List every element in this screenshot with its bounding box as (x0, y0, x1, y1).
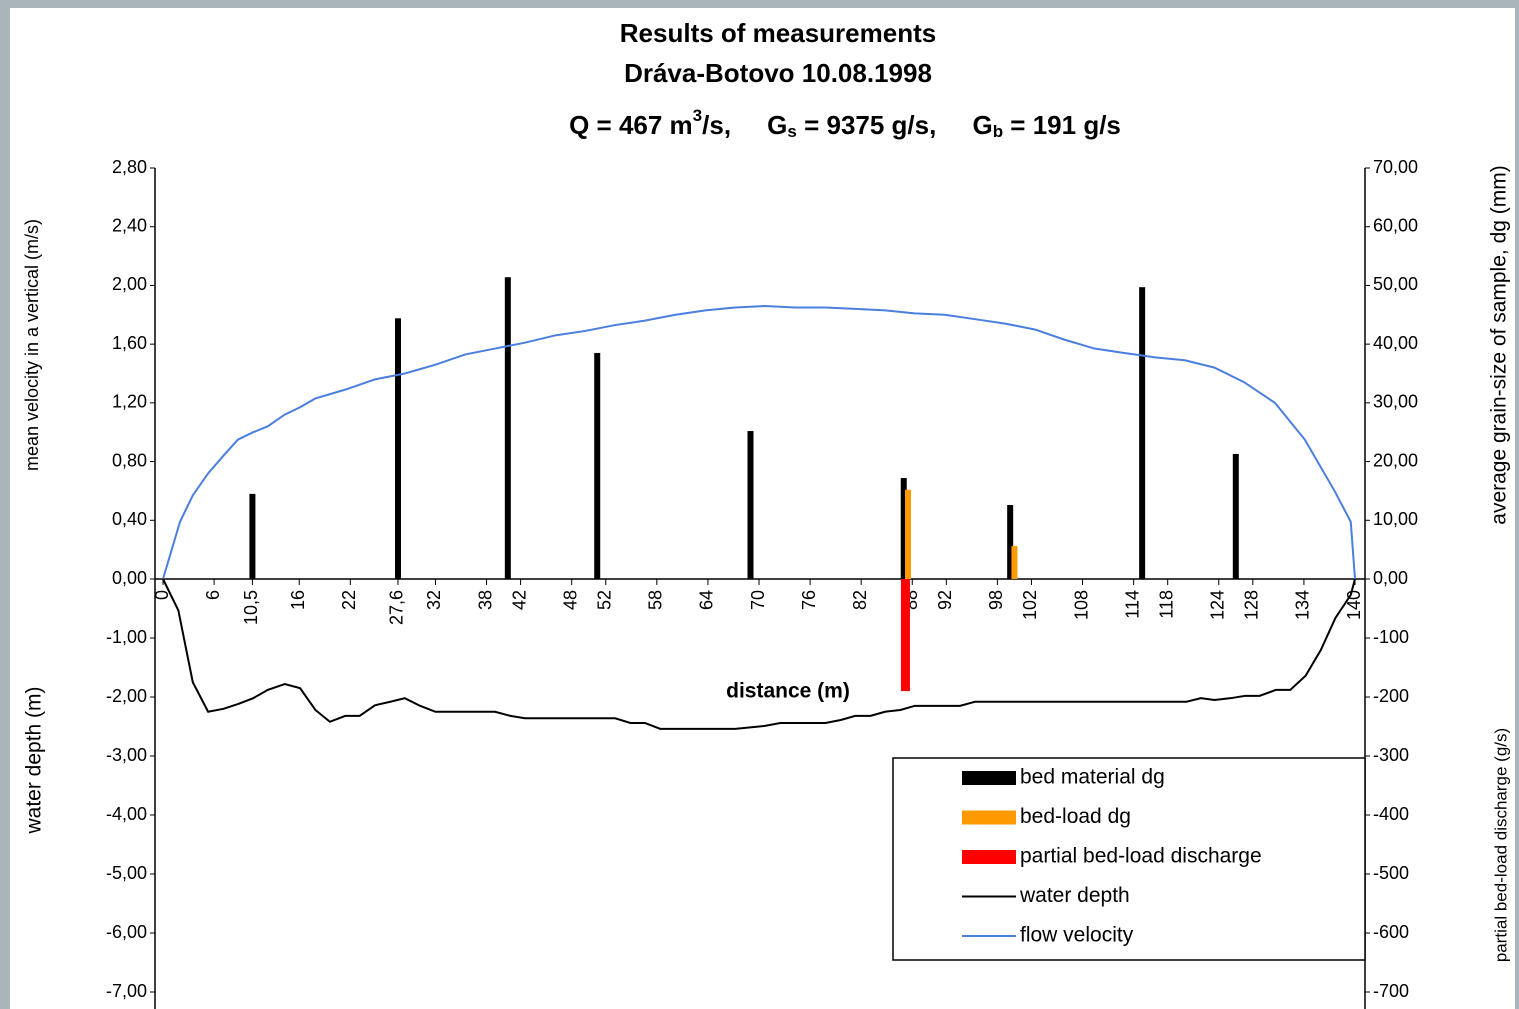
x-tick-label: 38 (475, 590, 495, 610)
x-tick-label: 102 (1020, 590, 1040, 620)
x-tick-label: 27,6 (387, 590, 407, 625)
legend-label: bed-load dg (1020, 805, 1131, 828)
y2-axis-title: average grain-size of sample, dg (mm) (1488, 165, 1511, 524)
x-tick-label: 70 (748, 590, 768, 610)
subtitle-part: = 9375 g/s, G (797, 110, 993, 140)
chart-title: Results of measurements (620, 18, 936, 48)
x-tick-label: 58 (646, 590, 666, 610)
y2-tick-label: -500 (1373, 863, 1409, 883)
legend-swatch (962, 850, 1016, 864)
x-tick-label: 48 (560, 590, 580, 610)
y2-tick-label: 30,00 (1373, 392, 1418, 412)
y2-tick-label: 60,00 (1373, 215, 1418, 235)
x-tick-label: 118 (1156, 590, 1176, 619)
x-tick-label: 0 (152, 590, 172, 600)
subtitle-part: s (787, 122, 796, 141)
x-tick-label: 82 (850, 590, 870, 610)
x-tick-label: 52 (594, 590, 614, 610)
x-tick-label: 98 (986, 590, 1006, 610)
y-tick-label: -1,00 (106, 627, 147, 647)
bar (504, 277, 511, 579)
x-tick-label: 10,5 (241, 590, 261, 625)
x-tick-label: 140 (1344, 590, 1364, 620)
y-tick-label: 2,80 (112, 157, 147, 177)
x-tick-label: 108 (1071, 590, 1091, 620)
y-tick-label: 0,80 (112, 450, 147, 470)
legend: bed material dg bed-load dg partial bed-lo… (892, 757, 1366, 961)
x-tick-label: 92 (935, 590, 955, 610)
y-tick-label: 2,40 (112, 215, 147, 235)
legend-label: water depth (1019, 884, 1130, 907)
chart-title: Dráva-Botovo 10.08.1998 (624, 58, 932, 88)
y2-axis-title: partial bed-load discharge (g/s) (1491, 728, 1510, 962)
bar (249, 493, 256, 579)
y-tick-label: -4,00 (106, 804, 147, 824)
bar (394, 318, 401, 579)
y2-tick-label: 70,00 (1373, 157, 1418, 177)
y-tick-label: -5,00 (106, 863, 147, 883)
y2-tick-label: -200 (1373, 686, 1409, 706)
subtitle-part: = 191 g/s (1003, 110, 1121, 140)
y2-tick-label: 50,00 (1373, 274, 1418, 294)
bar (900, 579, 910, 692)
subtitle-part: b (993, 122, 1003, 141)
legend-label: partial bed-load discharge (1020, 845, 1262, 868)
legend-swatch (962, 771, 1016, 785)
y2-tick-label: -600 (1373, 922, 1409, 942)
x-axis-title: distance (m) (726, 680, 850, 703)
bar (905, 489, 911, 579)
chart-subtitle: Q = 467 m3​/s, Gs​ = 9375 g/s, Gb​ = 191… (569, 106, 1121, 141)
subtitle-part: 3 (693, 106, 702, 125)
y-tick-label: -6,00 (106, 922, 147, 942)
y-tick-label: -7,00 (106, 981, 147, 1001)
y2-tick-label: 10,00 (1373, 509, 1418, 529)
x-tick-label: 42 (509, 590, 529, 610)
x-tick-label: 124 (1208, 590, 1228, 620)
y2-tick-label: -400 (1373, 804, 1409, 824)
subtitle-part: Q = 467 m (569, 110, 693, 140)
legend-label: flow velocity (1020, 924, 1134, 947)
x-tick-label: 16 (288, 590, 308, 610)
x-tick-label: 6 (203, 590, 223, 600)
y2-tick-label: -700 (1373, 981, 1409, 1001)
y-tick-label: 0,00 (112, 568, 147, 588)
legend-swatch (962, 810, 1016, 825)
y2-tick-label: -100 (1373, 627, 1409, 647)
y-tick-label: -2,00 (106, 686, 147, 706)
bar (900, 478, 907, 579)
line-series (162, 304, 1356, 580)
bar (1007, 505, 1014, 579)
y-axis-title: water depth (m) (23, 686, 46, 834)
bar (1139, 287, 1146, 579)
y2-tick-label: 40,00 (1373, 333, 1418, 353)
x-tick-label: 128 (1242, 590, 1262, 620)
x-tick-label: 64 (697, 590, 717, 610)
y2-tick-label: 20,00 (1373, 450, 1418, 470)
bar (1011, 546, 1018, 579)
y-axis-title: mean velocity in a vertical (m/s) (22, 219, 42, 471)
x-tick-label: 134 (1293, 590, 1313, 620)
x-tick-label: 76 (799, 590, 819, 610)
bar (594, 352, 601, 579)
line-series (162, 578, 1356, 730)
y2-tick-label: 0,00 (1373, 568, 1408, 588)
y-tick-label: 1,60 (112, 333, 147, 353)
legend-label: bed material dg (1020, 766, 1165, 789)
y-tick-label: 1,20 (112, 392, 147, 412)
x-tick-label: 114 (1122, 590, 1142, 619)
x-tick-label: 32 (424, 590, 444, 610)
y-tick-label: 2,00 (112, 274, 147, 294)
bar (1232, 453, 1239, 579)
y-tick-label: -3,00 (106, 745, 147, 765)
subtitle-part: /s, G (702, 110, 787, 140)
y-tick-label: 0,40 (112, 509, 147, 529)
y2-tick-label: -300 (1373, 745, 1409, 765)
x-tick-label: 22 (339, 590, 359, 610)
bar (747, 431, 754, 579)
